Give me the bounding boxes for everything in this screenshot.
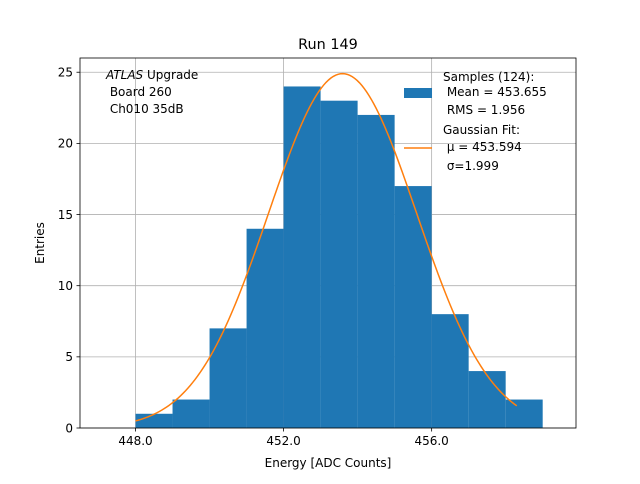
atlas-annotation: ATLAS Upgrade Board 260 Ch010 35dB (105, 68, 198, 116)
x-axis-label: Energy [ADC Counts] (265, 456, 392, 470)
histogram-bar-5 (320, 100, 358, 428)
histogram-bar-0 (135, 413, 173, 428)
histogram-bar-6 (357, 114, 395, 428)
chart-title: Run 149 (298, 37, 358, 53)
annotation-channel: Ch010 35dB (106, 102, 184, 116)
legend-fit-label-1: Gaussian Fit: (443, 123, 520, 137)
y-tick-label-0: 0 (65, 421, 73, 435)
histogram-bar-8 (431, 314, 469, 428)
legend-fit-label-3: σ=1.999 (443, 159, 499, 173)
annotation-board: Board 260 (106, 85, 172, 99)
legend: Samples (124): Mean = 453.655 RMS = 1.95… (404, 70, 547, 173)
histogram-bar-7 (394, 186, 432, 428)
legend-hist-label-1: Samples (124): (443, 70, 534, 84)
legend-fit-label-2: μ = 453.594 (443, 140, 522, 154)
legend-hist-label-2: Mean = 453.655 (443, 85, 547, 99)
legend-hist-swatch (404, 88, 432, 98)
annotation-line-1: ATLAS Upgrade (105, 68, 198, 82)
gaussian-fit-line (135, 72, 518, 422)
histogram-bar-1 (172, 399, 210, 428)
y-tick-label-3: 15 (58, 208, 73, 222)
axis-ticks: 448.0 452.0 456.0 0 5 10 15 20 25 (58, 66, 449, 448)
x-tick-label-1: 452.0 (266, 434, 300, 448)
y-axis-label: Entries (33, 222, 47, 264)
annotation-atlas-text: ATLAS (105, 68, 144, 82)
y-tick-label-1: 5 (65, 350, 73, 364)
plot-frame (79, 57, 577, 429)
y-tick-label-5: 25 (58, 66, 73, 80)
histogram-bar-2 (209, 328, 247, 428)
histogram-bar-10 (505, 399, 543, 428)
x-tick-label-2: 456.0 (414, 434, 448, 448)
x-tick-label-0: 448.0 (118, 434, 152, 448)
histogram-bar-3 (246, 228, 284, 428)
y-tick-label-4: 20 (58, 137, 73, 151)
annotation-upgrade-text: Upgrade (143, 68, 198, 82)
histogram-bar-9 (468, 371, 506, 428)
y-tick-label-2: 10 (58, 279, 73, 293)
legend-hist-label-3: RMS = 1.956 (443, 103, 525, 117)
fit-curve-layer (135, 72, 518, 422)
histogram-bar-4 (283, 86, 321, 428)
